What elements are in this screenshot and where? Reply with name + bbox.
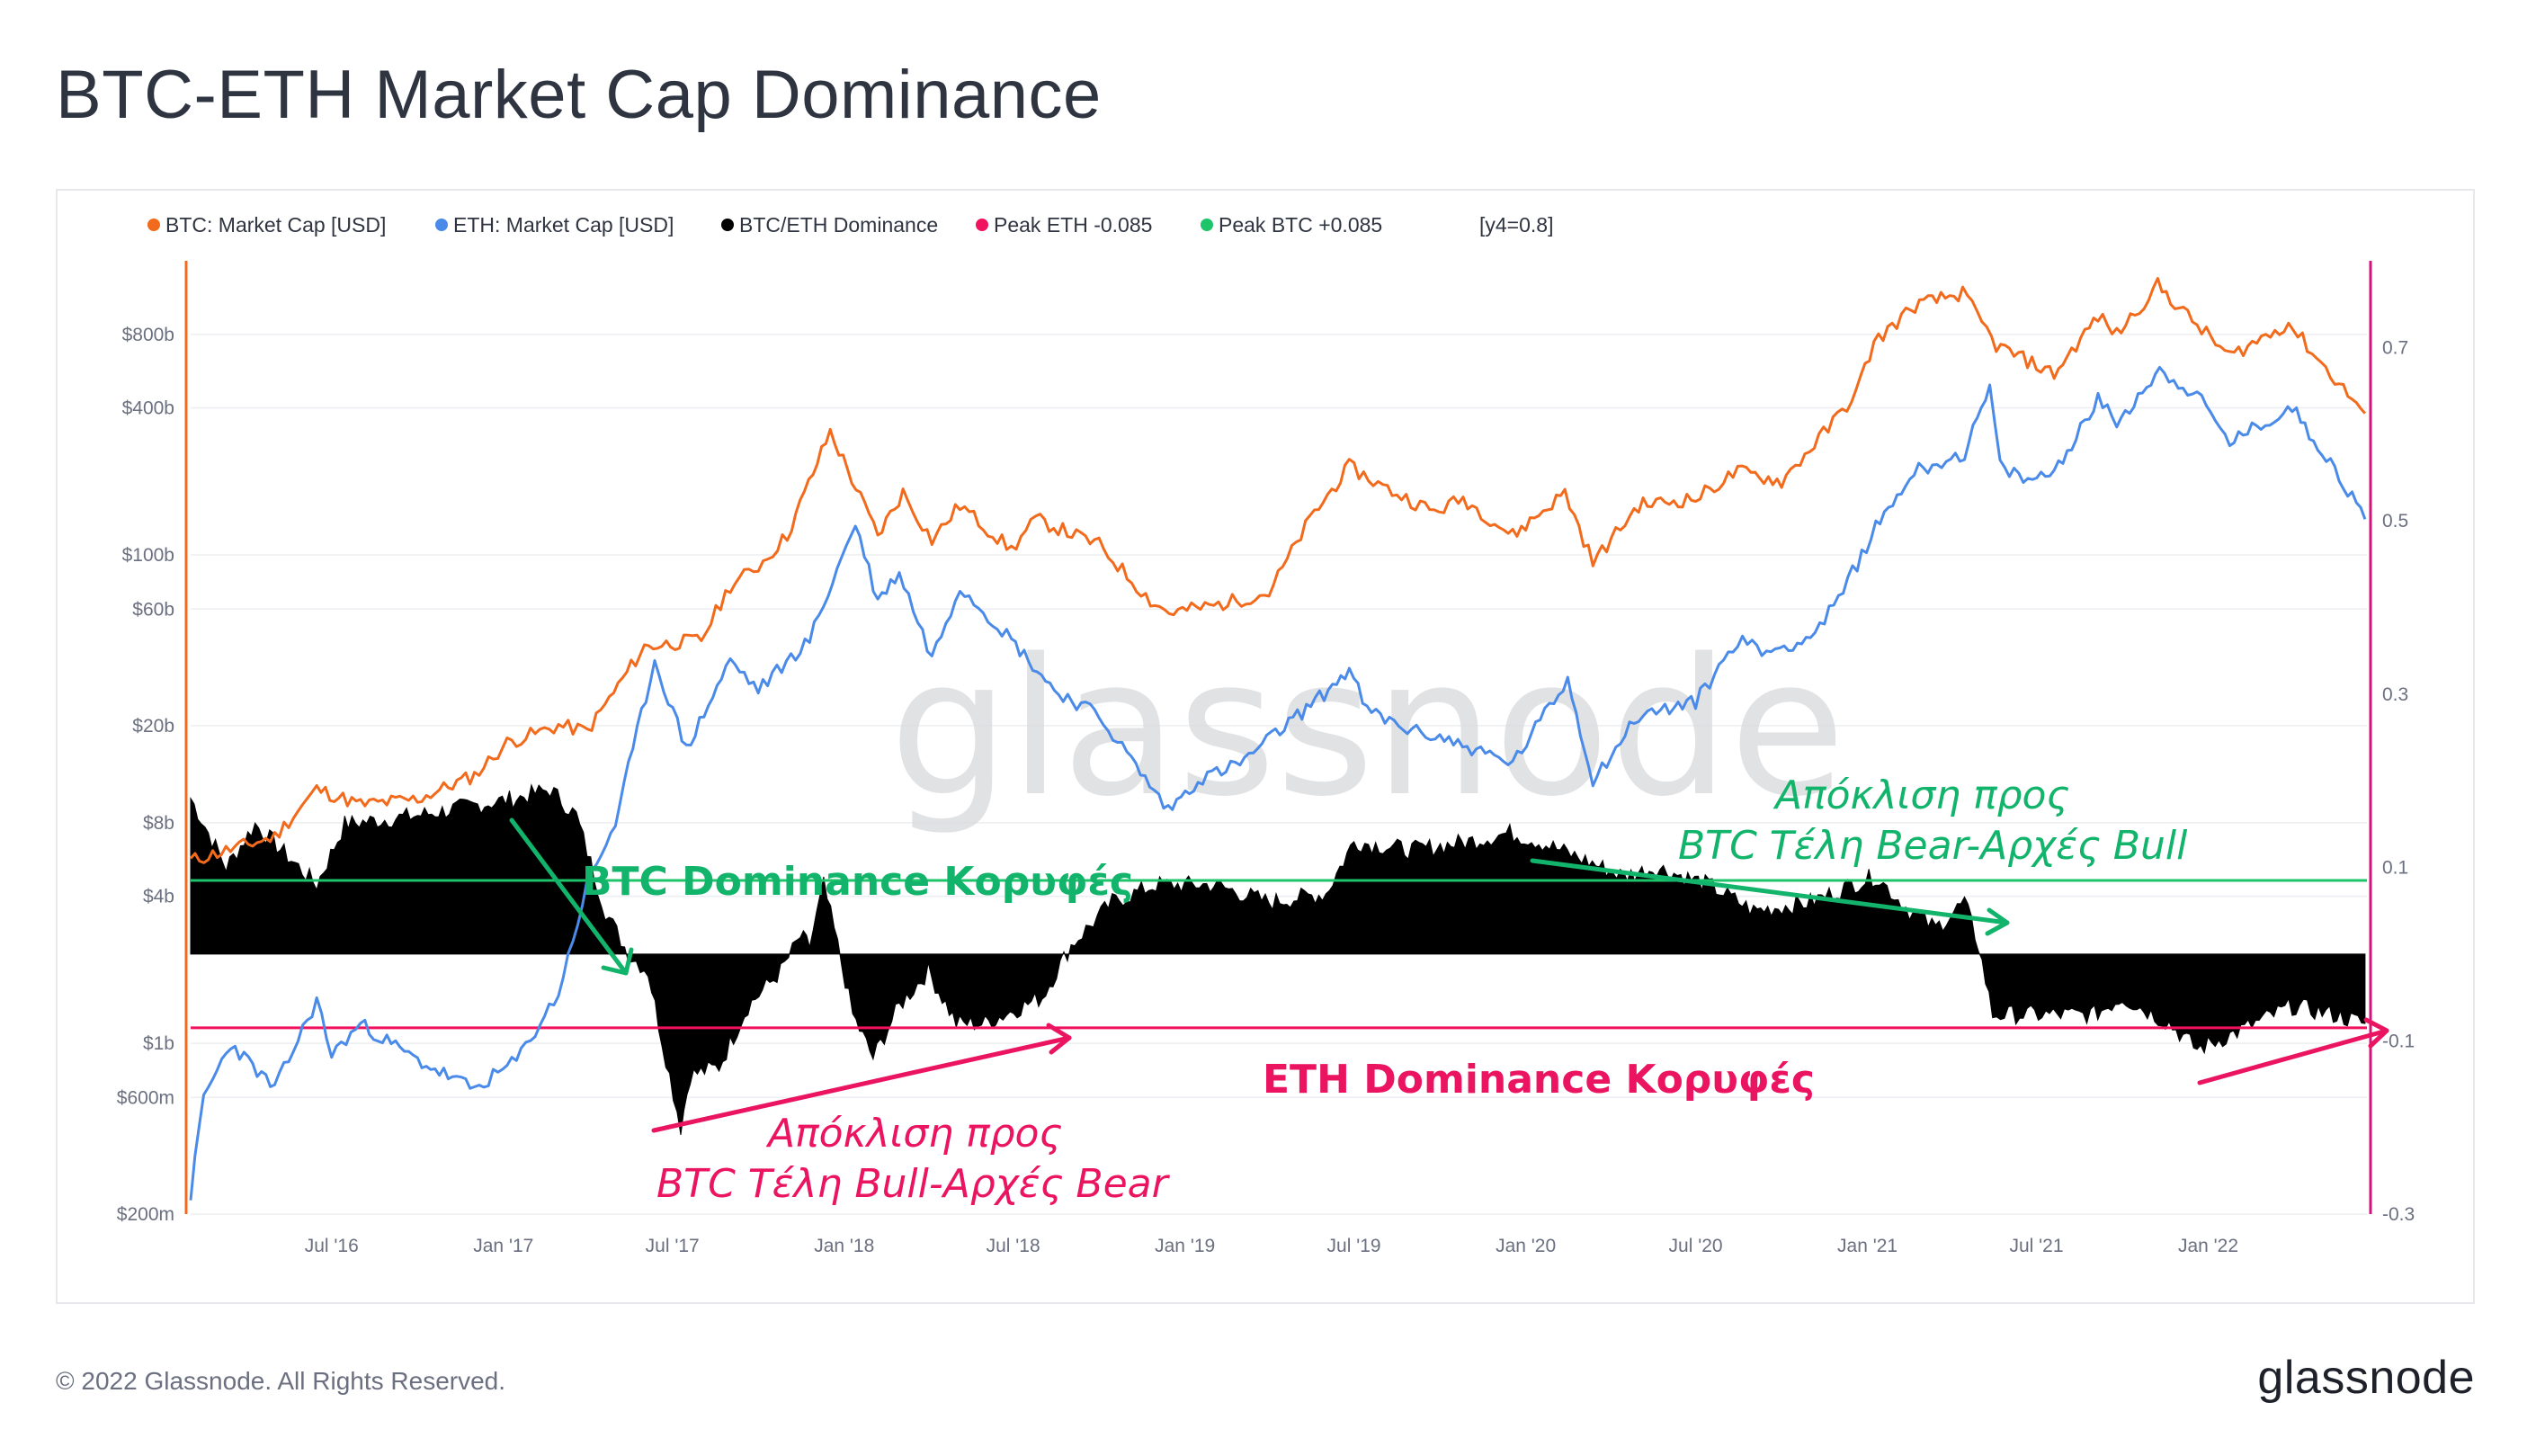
y-left-tick-7: $100b bbox=[122, 545, 174, 566]
footer-copyright: © 2022 Glassnode. All Rights Reserved. bbox=[56, 1367, 506, 1395]
x-tick-7: Jan '20 bbox=[1496, 1236, 1556, 1256]
y-left-ticks: $200m $600m $1b $4b $8b $20b $60b $100b $400b $80… bbox=[117, 325, 174, 1225]
y-left-tick-0: $200m bbox=[117, 1204, 174, 1225]
legend-marker-3 bbox=[976, 219, 988, 231]
legend-label-4: Peak BTC +0.085 bbox=[1219, 213, 1382, 237]
x-tick-3: Jan '18 bbox=[814, 1236, 874, 1256]
y-left-tick-3: $4b bbox=[143, 887, 174, 907]
y-right-tick-3: 0.3 bbox=[2382, 684, 2408, 705]
y-right-tick-5: 0.7 bbox=[2382, 337, 2408, 358]
legend-marker-0 bbox=[147, 219, 160, 231]
annot-btc-peaks: BTC Dominance Κορυφές bbox=[582, 859, 1133, 905]
legend-item-0[interactable]: BTC: Market Cap [USD] bbox=[147, 213, 386, 237]
btc-line bbox=[189, 277, 2367, 864]
arrowhead-btc-bear-top bbox=[1985, 907, 2010, 936]
annotations: BTC Dominance Κορυφές ETH Dominance Κορυ… bbox=[509, 773, 2389, 1207]
legend-label-1: ETH: Market Cap [USD] bbox=[453, 213, 674, 237]
x-tick-10: Jul '21 bbox=[2009, 1236, 2063, 1256]
legend: BTC: Market Cap [USD] ETH: Market Cap [US… bbox=[147, 213, 1553, 237]
legend-item-1[interactable]: ETH: Market Cap [USD] bbox=[435, 213, 674, 237]
eth-line bbox=[189, 365, 2367, 1201]
x-tick-8: Jul '20 bbox=[1669, 1236, 1723, 1256]
arrow-eth-bull bbox=[651, 1035, 1072, 1133]
y-left-tick-1: $600m bbox=[117, 1087, 174, 1108]
series-lines bbox=[189, 277, 2367, 1201]
watermark: glassnode bbox=[889, 618, 1845, 838]
y-right-tick-2: 0.1 bbox=[2382, 858, 2408, 879]
y-right-tick-0: -0.3 bbox=[2382, 1204, 2415, 1225]
annot-arrows bbox=[509, 817, 2389, 1133]
x-tick-2: Jul '17 bbox=[646, 1236, 700, 1256]
legend-item-5[interactable]: [y4=0.8] bbox=[1479, 213, 1553, 237]
chart-frame: glassnode Jul '16 Jan '17 Jul '17 Jan '18 Ju… bbox=[56, 189, 2475, 1304]
annot-div-bear-2: BTC Τέλη Bear-Αρχές Bull bbox=[1678, 823, 2188, 869]
dominance-area bbox=[190, 783, 2366, 1135]
legend-item-4[interactable]: Peak BTC +0.085 bbox=[1201, 213, 1382, 237]
arrowhead-eth-2022 bbox=[2363, 1017, 2389, 1049]
y-left-tick-5: $20b bbox=[132, 716, 174, 737]
legend-marker-2 bbox=[721, 219, 734, 231]
footer-logo: glassnode bbox=[2257, 1352, 2475, 1404]
legend-item-2[interactable]: BTC/ETH Dominance bbox=[721, 213, 938, 237]
y-right-tick-4: 0.5 bbox=[2382, 511, 2408, 531]
chart-svg: glassnode Jul '16 Jan '17 Jul '17 Jan '18 Ju… bbox=[117, 213, 2415, 1256]
x-tick-11: Jan '22 bbox=[2178, 1236, 2238, 1256]
arrow-eth-2022 bbox=[2197, 1028, 2389, 1085]
x-tick-9: Jan '21 bbox=[1837, 1236, 1897, 1256]
arrow-btc-bear-top bbox=[1530, 858, 2010, 925]
x-ticks: Jul '16 Jan '17 Jul '17 Jan '18 Jul '18 Jan '… bbox=[305, 1236, 2238, 1256]
page-title: BTC-ETH Market Cap Dominance bbox=[56, 57, 1102, 133]
legend-label-5: [y4=0.8] bbox=[1479, 213, 1553, 237]
x-tick-4: Jul '18 bbox=[987, 1236, 1040, 1256]
y-left-tick-2: $1b bbox=[143, 1033, 174, 1054]
x-tick-1: Jan '17 bbox=[473, 1236, 533, 1256]
annot-eth-peaks: ETH Dominance Κορυφές bbox=[1263, 1057, 1815, 1103]
legend-marker-1 bbox=[435, 219, 448, 231]
y-right-tick-1: -0.1 bbox=[2382, 1031, 2415, 1051]
legend-item-3[interactable]: Peak ETH -0.085 bbox=[976, 213, 1152, 237]
legend-label-2: BTC/ETH Dominance bbox=[739, 213, 938, 237]
y-left-tick-4: $8b bbox=[143, 813, 174, 834]
arrowhead-btc-bull-top bbox=[601, 947, 634, 976]
x-tick-5: Jan '19 bbox=[1155, 1236, 1215, 1256]
annot-div-bull-1: Απόκλιση προς bbox=[765, 1111, 1062, 1157]
y-left-tick-8: $400b bbox=[122, 398, 174, 419]
y-left-tick-6: $60b bbox=[132, 599, 174, 620]
legend-label-3: Peak ETH -0.085 bbox=[994, 213, 1152, 237]
x-tick-6: Jul '19 bbox=[1327, 1236, 1381, 1256]
legend-marker-4 bbox=[1201, 219, 1213, 231]
x-tick-0: Jul '16 bbox=[305, 1236, 359, 1256]
dominance-area-path bbox=[190, 783, 2366, 1135]
y-right-ticks: -0.3 -0.1 0.1 0.3 0.5 0.7 bbox=[2382, 337, 2415, 1225]
annot-div-bull-2: BTC Τέλη Bull-Αρχές Bear bbox=[656, 1161, 1171, 1207]
annot-div-bear-1: Απόκλιση προς bbox=[1772, 773, 2069, 818]
legend-label-0: BTC: Market Cap [USD] bbox=[165, 213, 386, 237]
arrowhead-eth-bull bbox=[1046, 1023, 1072, 1055]
arrow-btc-bull-top bbox=[509, 817, 629, 976]
axes bbox=[184, 261, 2372, 1214]
y-left-tick-9: $800b bbox=[122, 325, 174, 345]
